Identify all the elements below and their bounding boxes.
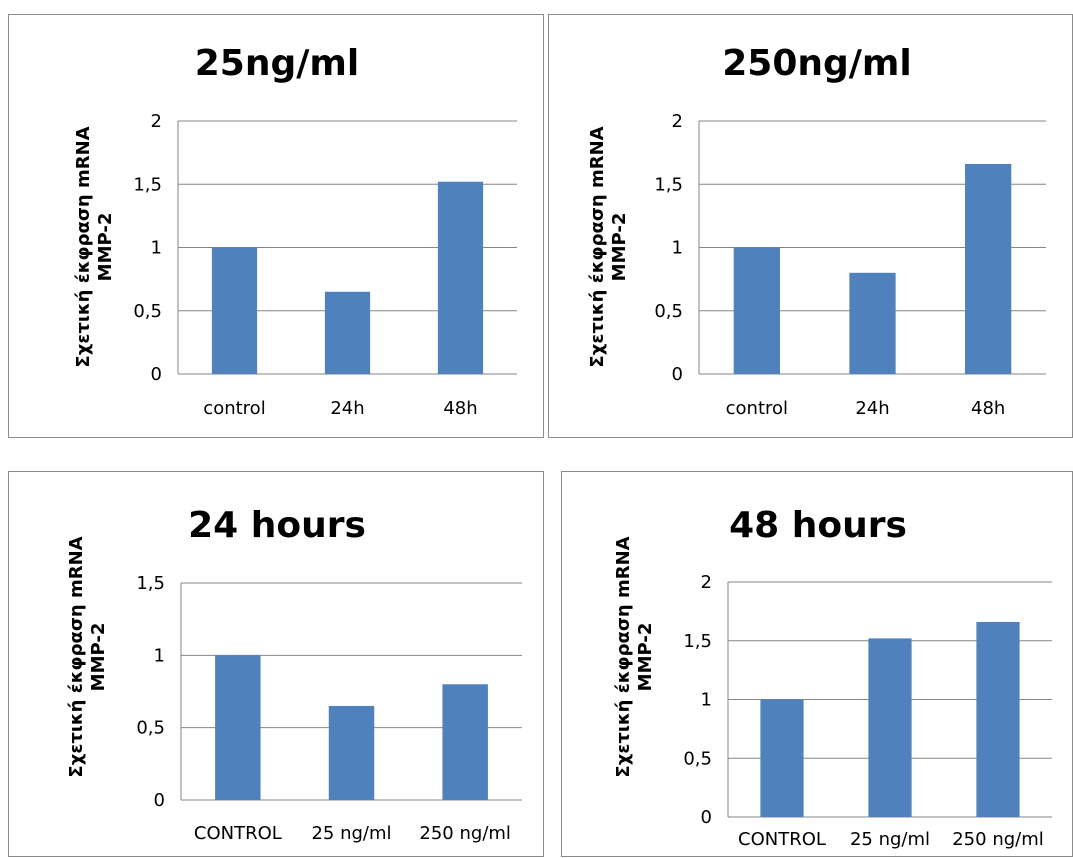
bar — [211, 247, 258, 374]
chart-svg-48h: 48 hours Σχετική έκφραση mRNAMMP-2 0 0,5 1 1,… — [613, 505, 1052, 850]
bar — [976, 621, 1020, 817]
y-tick-label: 1 — [672, 238, 683, 259]
y-tick-label: 2 — [151, 111, 162, 132]
chart-svg-25ng: 25ng/ml Σχετική έκφραση mRNAMMP-2 0 0,5 1 1,5… — [73, 43, 517, 419]
bar — [215, 655, 261, 800]
y-tick-label: 1 — [701, 690, 712, 711]
x-category-label: control — [203, 398, 265, 419]
y-axis-label-line: Σχετική έκφραση mRNA — [73, 126, 94, 367]
bar — [437, 181, 484, 374]
y-axis-label-line: Σχετική έκφραση mRNA — [66, 536, 87, 777]
y-tick-label: 1,5 — [654, 174, 683, 195]
y-axis-label: Σχετική έκφραση mRNAMMP-2 — [73, 126, 116, 367]
y-tick-label: 0,5 — [136, 718, 165, 739]
bar — [849, 272, 896, 374]
y-tick-label: 2 — [672, 111, 683, 132]
y-axis-label: Σχετική έκφραση mRNAMMP-2 — [66, 536, 109, 777]
y-axis-label-line: MMP-2 — [88, 623, 109, 692]
x-category-label: control — [726, 398, 788, 419]
y-axis-label-line: MMP-2 — [635, 623, 656, 692]
y-tick-label: 0 — [672, 364, 683, 385]
y-tick-label: 0,5 — [133, 301, 162, 322]
x-category-label: 48h — [443, 398, 477, 419]
bar — [868, 638, 912, 817]
x-category-label: 24h — [855, 398, 889, 419]
bar — [760, 699, 804, 817]
bar — [328, 705, 375, 800]
y-axis-label-line: MMP-2 — [609, 213, 630, 282]
y-axis-label-line: Σχετική έκφραση mRNA — [587, 126, 608, 367]
bar — [442, 684, 488, 800]
x-category-label: 25 ng/ml — [311, 823, 391, 844]
y-axis-label: Σχετική έκφραση mRNAMMP-2 — [587, 126, 630, 367]
x-category-label: 48h — [971, 398, 1005, 419]
chart-panel-250ng: 250ng/ml Σχετική έκφραση mRNAMMP-2 0 0,5 1 1,… — [548, 14, 1073, 438]
chart-panel-24h: 24 hours Σχετική έκφραση mRNAMMP-2 0 0,5 1 1,… — [8, 471, 544, 857]
chart-panel-48h: 48 hours Σχετική έκφραση mRNAMMP-2 0 0,5 1 1,… — [561, 471, 1073, 857]
x-category-label: 24h — [330, 398, 364, 419]
chart-svg-24h: 24 hours Σχετική έκφραση mRNAMMP-2 0 0,5 1 1,… — [66, 505, 522, 844]
y-tick-label: 2 — [701, 572, 712, 593]
y-tick-label: 0,5 — [683, 748, 712, 769]
y-tick-label: 0 — [151, 364, 162, 385]
chart-title: 250ng/ml — [722, 43, 912, 84]
y-tick-label: 1,5 — [133, 174, 162, 195]
y-axis-label-line: Σχετική έκφραση mRNA — [613, 536, 634, 777]
y-axis-label: Σχετική έκφραση mRNAMMP-2 — [613, 536, 656, 777]
chart-svg-250ng: 250ng/ml Σχετική έκφραση mRNAMMP-2 0 0,5 1 1,… — [587, 43, 1046, 419]
y-tick-label: 0 — [701, 807, 712, 828]
x-category-label: 250 ng/ml — [952, 829, 1044, 850]
y-tick-label: 1 — [151, 238, 162, 259]
bar — [965, 164, 1012, 374]
x-category-label: 250 ng/ml — [419, 823, 511, 844]
y-axis-label-line: MMP-2 — [95, 213, 116, 282]
chart-title: 25ng/ml — [195, 43, 360, 84]
y-tick-label: 1 — [154, 645, 165, 666]
chart-title: 24 hours — [188, 505, 366, 546]
chart-title: 48 hours — [729, 505, 907, 546]
bar — [324, 291, 371, 374]
x-category-label: CONTROL — [738, 829, 826, 850]
x-category-label: CONTROL — [194, 823, 282, 844]
y-tick-label: 1,5 — [136, 573, 165, 594]
y-tick-label: 0 — [154, 790, 165, 811]
y-tick-label: 0,5 — [654, 301, 683, 322]
bar — [733, 247, 780, 374]
y-tick-label: 1,5 — [683, 631, 712, 652]
chart-panel-25ng: 25ng/ml Σχετική έκφραση mRNAMMP-2 0 0,5 1 1,5… — [8, 14, 544, 438]
x-category-label: 25 ng/ml — [850, 829, 930, 850]
